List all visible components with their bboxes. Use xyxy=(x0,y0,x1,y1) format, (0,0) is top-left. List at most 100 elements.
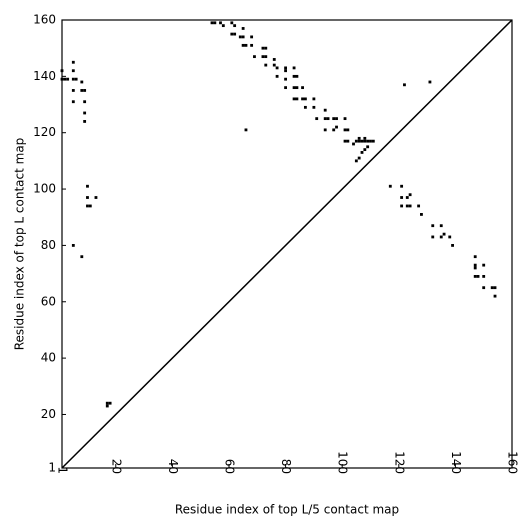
contact-point xyxy=(83,100,87,104)
contact-point xyxy=(343,139,347,143)
contact-point xyxy=(335,117,338,121)
y-tick-label: 1 xyxy=(48,461,56,475)
contact-point xyxy=(354,139,358,143)
contact-point xyxy=(346,139,350,143)
contact-point xyxy=(63,77,67,81)
contact-point xyxy=(261,55,265,59)
contact-point xyxy=(261,46,265,50)
x-axis-title: Residue index of top L/5 contact map xyxy=(175,503,399,517)
diagonal-line xyxy=(61,19,513,469)
contact-point xyxy=(451,244,454,247)
contact-point xyxy=(439,235,443,239)
contact-point xyxy=(431,224,435,228)
contact-point xyxy=(493,286,497,290)
contact-point xyxy=(323,128,327,132)
contact-point xyxy=(71,69,75,73)
contact-point xyxy=(343,128,347,132)
contact-point xyxy=(213,21,217,25)
contact-point xyxy=(230,21,234,25)
contact-point xyxy=(301,97,304,101)
contact-point xyxy=(221,24,225,28)
contact-point xyxy=(272,63,276,67)
contact-point xyxy=(295,86,299,90)
x-tick-label: 60 xyxy=(222,459,236,474)
contact-point xyxy=(264,63,268,67)
contact-point xyxy=(332,117,336,121)
contact-point xyxy=(315,117,319,121)
contact-point xyxy=(326,117,330,121)
contact-point xyxy=(408,193,412,197)
contact-point xyxy=(233,24,237,28)
contact-point xyxy=(60,69,64,73)
contact-point xyxy=(388,184,392,188)
contact-point xyxy=(292,97,296,101)
contact-point xyxy=(94,196,98,199)
x-tick-label: 20 xyxy=(109,459,123,474)
contact-point xyxy=(295,74,299,78)
contact-point xyxy=(352,142,355,146)
contact-point xyxy=(312,97,316,101)
contact-point xyxy=(244,43,248,47)
contact-point xyxy=(250,43,254,47)
contact-point xyxy=(357,156,361,160)
contact-point xyxy=(405,196,409,199)
contact-point xyxy=(476,274,480,278)
contact-point xyxy=(303,97,307,101)
contact-point xyxy=(439,224,443,228)
contact-point xyxy=(86,184,89,188)
contact-point xyxy=(86,204,89,208)
contact-point xyxy=(363,139,367,143)
contact-point xyxy=(442,232,446,236)
contact-point xyxy=(366,145,370,149)
contact-point xyxy=(275,66,279,70)
y-tick-label: 80 xyxy=(41,238,56,252)
contact-point xyxy=(400,204,404,208)
x-tick-label: 80 xyxy=(279,459,293,474)
contact-point xyxy=(284,66,287,70)
contact-point xyxy=(354,159,358,163)
y-tick-label: 100 xyxy=(33,182,56,196)
contact-point xyxy=(448,235,452,239)
contact-point xyxy=(71,89,75,92)
contact-point xyxy=(233,32,237,36)
contact-point xyxy=(323,108,327,112)
contact-point xyxy=(83,120,87,123)
contact-point xyxy=(238,35,242,39)
contact-point xyxy=(473,274,477,278)
contact-point xyxy=(71,244,75,247)
contact-point xyxy=(241,27,245,30)
contact-point xyxy=(301,86,304,90)
contact-point xyxy=(371,139,375,143)
contact-point xyxy=(473,266,477,270)
contact-point xyxy=(346,128,350,132)
contact-point xyxy=(303,105,307,109)
y-tick-label: 60 xyxy=(41,294,56,308)
contact-point xyxy=(230,32,234,36)
contact-point xyxy=(360,151,364,154)
y-tick-label: 160 xyxy=(33,13,56,27)
contact-point xyxy=(428,80,432,84)
contact-point xyxy=(473,255,477,259)
contact-point xyxy=(105,404,109,408)
contact-point xyxy=(80,80,84,84)
contact-point xyxy=(292,74,296,78)
contact-point xyxy=(482,286,486,290)
contact-point xyxy=(363,136,367,140)
contact-point xyxy=(66,77,70,81)
contact-point xyxy=(490,286,494,290)
contact-point xyxy=(88,204,92,208)
contact-point xyxy=(431,235,435,239)
contact-point xyxy=(363,148,367,152)
x-tick-label: 120 xyxy=(392,451,406,474)
x-tick-label: 40 xyxy=(166,459,180,474)
y-tick-label: 120 xyxy=(33,125,56,139)
contact-point xyxy=(473,263,477,267)
contact-point xyxy=(357,139,361,143)
contact-point xyxy=(275,74,279,78)
contact-point xyxy=(360,139,364,143)
contact-point xyxy=(400,196,404,199)
contact-point xyxy=(284,77,287,81)
contact-point xyxy=(343,117,347,121)
contact-point xyxy=(264,55,268,59)
contact-point xyxy=(60,77,64,81)
